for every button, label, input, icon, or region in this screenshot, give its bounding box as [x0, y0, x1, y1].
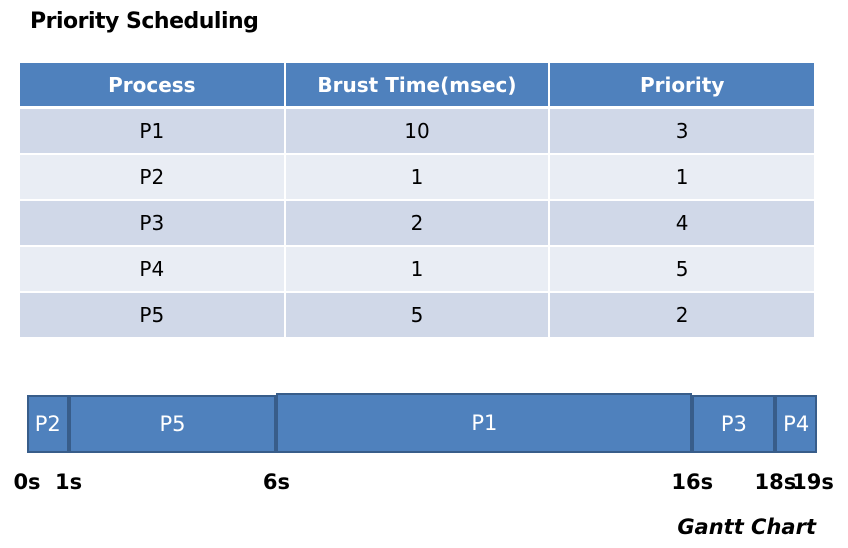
cell-burst-time: 10: [284, 107, 551, 155]
table-row: P1 10 3: [20, 107, 814, 155]
gantt-bar-p2: P2: [27, 395, 69, 453]
table-row: P3 2 4: [20, 200, 814, 247]
cell-process: P4: [20, 246, 286, 293]
gantt-bar-p5: P5: [68, 395, 277, 453]
cell-process: P2: [20, 154, 286, 201]
table-row: P4 1 5: [20, 246, 814, 293]
gantt-tick-label: 1s: [55, 470, 83, 494]
cell-priority: 5: [549, 246, 814, 293]
cell-burst-time: 1: [284, 246, 551, 293]
cell-priority: 3: [549, 107, 814, 155]
cell-burst-time: 1: [284, 154, 551, 201]
gantt-bar-p4: P4: [775, 395, 817, 453]
cell-priority: 2: [549, 292, 814, 339]
gantt-tick-label: 18s: [754, 470, 797, 494]
header-process: Process: [20, 63, 286, 109]
header-burst-time: Brust Time(msec): [284, 63, 551, 109]
table-row: P2 1 1: [20, 154, 814, 201]
gantt-bar-p1: P1: [276, 393, 693, 453]
cell-process: P1: [20, 107, 286, 155]
gantt-tick-label: 19s: [792, 470, 834, 494]
cell-burst-time: 5: [284, 292, 551, 339]
cell-priority: 4: [549, 200, 814, 247]
gantt-tick-label: 6s: [262, 470, 291, 494]
cell-priority: 1: [549, 154, 814, 201]
table-row: P5 5 2: [20, 292, 814, 339]
cell-burst-time: 2: [284, 200, 551, 247]
cell-process: P5: [20, 292, 286, 339]
page-title: Priority Scheduling: [30, 9, 259, 34]
gantt-chart: P2 P5 P1 P3 P4: [27, 393, 817, 455]
header-priority: Priority: [549, 63, 814, 109]
table-header-row: Process Brust Time(msec) Priority: [20, 63, 814, 109]
gantt-bar-p3: P3: [692, 395, 776, 453]
cell-process: P3: [20, 200, 286, 247]
gantt-caption: Gantt Chart: [677, 515, 816, 539]
process-table: Process Brust Time(msec) Priority P1 10 …: [20, 63, 814, 339]
gantt-tick-label: 0s: [13, 470, 41, 494]
gantt-tick-label: 16s: [671, 470, 714, 494]
